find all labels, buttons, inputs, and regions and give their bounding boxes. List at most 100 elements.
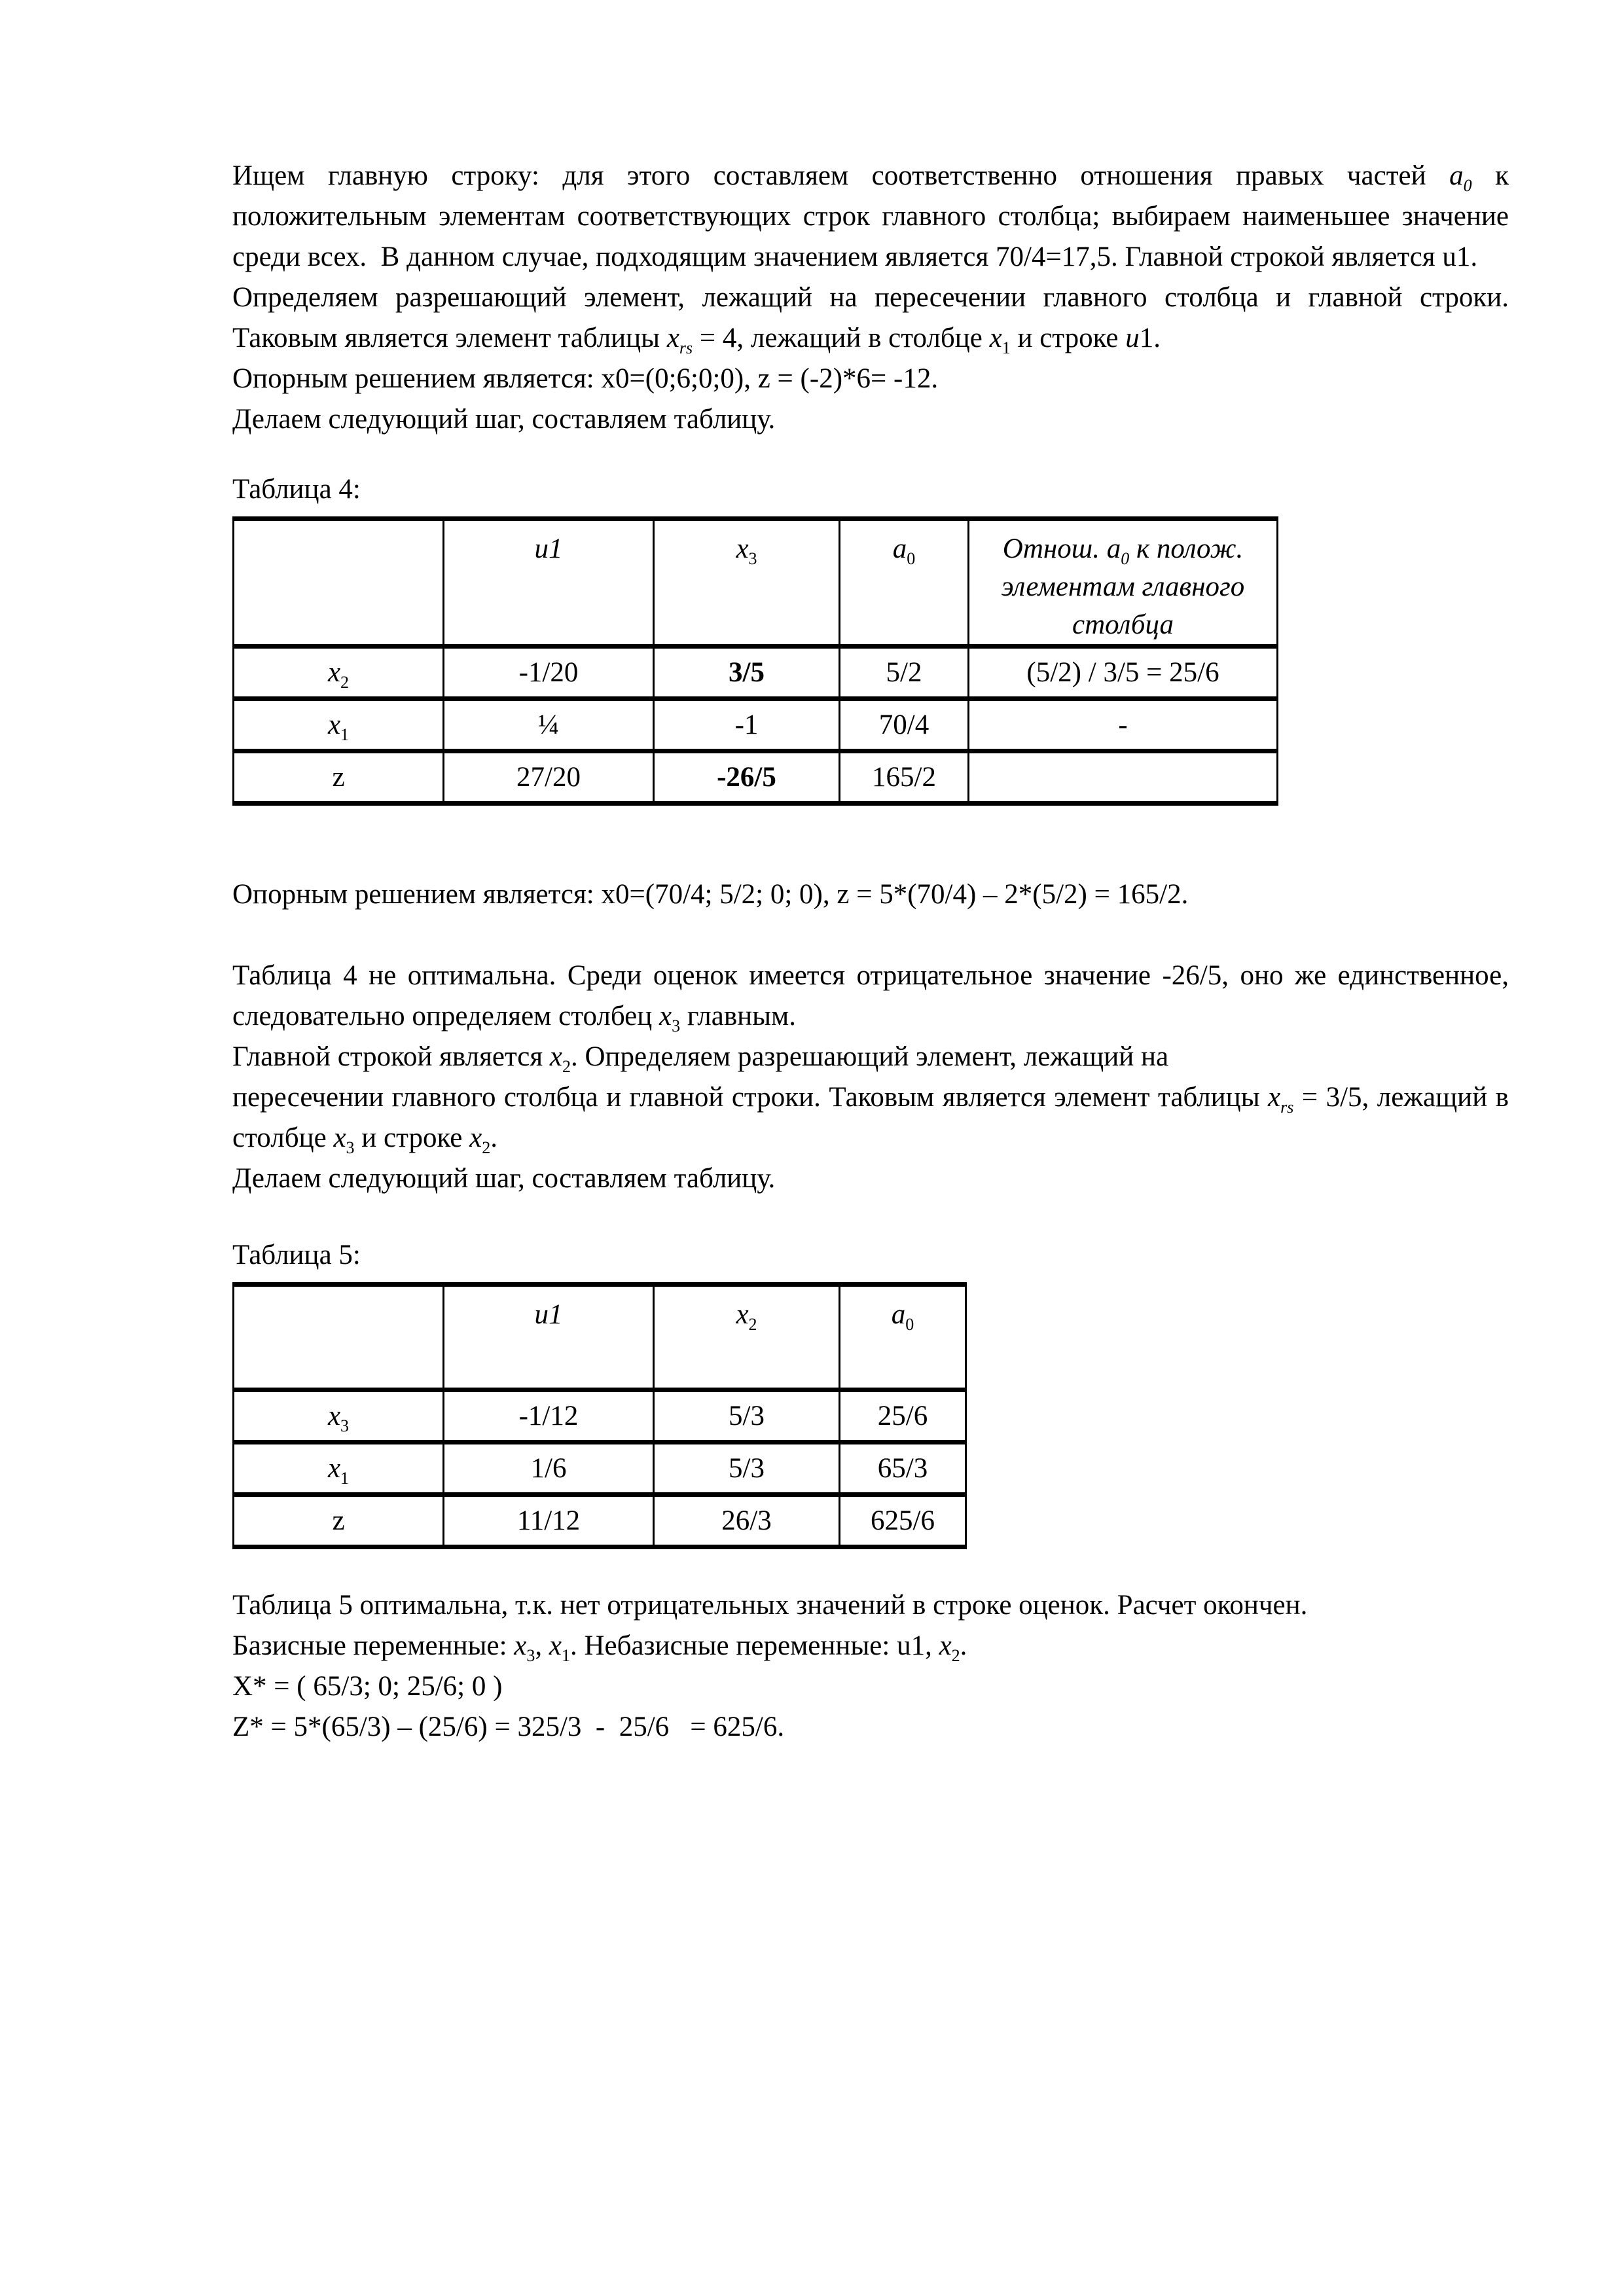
text-run: Таблица 4: [232,474,361,505]
table5-row-x3: x3 -1/12 5/3 25/6 [232,1388,967,1444]
table4-rowlabel-x1: x1 [232,696,444,753]
table4-cell-x2-x3: 3/5 [653,644,840,701]
paragraph-table5-optimal: Таблица 5 оптимальна, т.к. нет отрицател… [232,1585,1509,1626]
text-run: Таблица 5: [232,1240,361,1270]
math-a0: a0 [892,533,916,568]
math-x1: x1 [549,1630,570,1665]
table5-cell-z-a0: 625/6 [839,1492,967,1549]
table5-row-z: z 11/12 26/3 625/6 [232,1492,967,1549]
paragraph-find-main-row: Ищем главную строку: для этого составляе… [232,156,1509,278]
table4-row-x2: x2 -1/20 3/5 5/2 (5/2) / 3/5 = 25/6 [232,644,1278,701]
table5-cell-x3-u1: -1/12 [442,1388,655,1444]
math-x1: x1 [327,709,350,744]
table4-rowlabel-x2: x2 [232,644,444,701]
paragraph-next-step-2: Делаем следующий шаг, составляем таблицу… [232,1158,1509,1199]
table5-cell-x3-a0: 25/6 [839,1388,967,1444]
table4-cell-z-a0: 165/2 [839,749,969,806]
table5-header-empty [232,1282,444,1392]
table4-header-empty [232,516,444,649]
math-x2: x2 [549,1041,571,1076]
table4-cell-x2-a0: 5/2 [839,644,969,701]
table5-cell-x1-u1: 1/6 [442,1440,655,1497]
paragraph-resolving-element: Определяем разрешающий элемент, лежащий … [232,278,1509,359]
table4-cell-z-x3: -26/5 [653,749,840,806]
table4-header-u1: u1 [442,516,655,649]
math-x3: x3 [333,1122,355,1157]
math-x3: x3 [327,1401,350,1435]
text-run: = 3/5, лежащий в столбце [232,1082,1509,1153]
text-run: . [960,1630,967,1661]
table4-row-x1: x1 ¼ -1 70/4 - [232,696,1278,753]
table5-rowlabel-x1: x1 [232,1440,444,1497]
table4-header-row: u1 x3 a0 Отнош. a0 к полож. элементам гла… [232,516,1278,649]
text-run: . [490,1122,497,1153]
table-5: u1 x2 a0 x3 -1/12 5/3 25/6 x1 1/6 5/3 65… [232,1282,967,1549]
text-run: Опорным решением является: x0=(70/4; 5/2… [232,879,1189,910]
text-run: = 4, лежащий в столбце [693,323,990,353]
math-x2: x2 [327,657,350,692]
text-run: Таблица 4 не оптимальна. Среди оценок им… [232,960,1509,1031]
table5-label: Таблица 5: [232,1235,1509,1276]
text-run: Делаем следующий шаг, составляем таблицу… [232,1163,776,1194]
paragraph-next-step-1: Делаем следующий шаг, составляем таблицу… [232,399,1509,440]
table5-rowlabel-z: z [232,1492,444,1549]
text-run: Определяем разрешающий элемент, лежащий … [232,282,1509,353]
math-a0: a0 [891,1299,914,1334]
text-run: . Небазисные переменные: u1, [569,1630,939,1661]
text-run: Ищем главную строку: для этого составляе… [232,160,1450,191]
table5-rowlabel-x3: x3 [232,1388,444,1444]
table4-cell-x1-x3: -1 [653,696,840,753]
table5-header-a0: a0 [839,1282,967,1392]
math-x2: x2 [469,1122,491,1157]
math-a0: a0 [1106,533,1130,568]
paragraph-main-row-x2: Главной строкой является x2. Определяем … [232,1037,1509,1158]
text-run: пересечении главного столбца и главной с… [232,1082,1269,1113]
paragraph-x-star: X* = ( 65/3; 0; 25/6; 0 ) [232,1666,1509,1707]
table5-header-x2: x2 [653,1282,840,1392]
table5-cell-z-u1: 11/12 [442,1492,655,1549]
math-xrs: xrs [1268,1082,1294,1117]
text-run: Главной строкой является [232,1041,550,1072]
math-a0: a0 [1449,160,1472,195]
table4-header-a0: a0 [839,516,969,649]
table4-cell-z-u1: 27/20 [442,749,655,806]
table4-cell-z-ratio [967,749,1278,806]
table5-cell-z-x2: 26/3 [653,1492,840,1549]
table5-cell-x1-x2: 5/3 [653,1440,840,1497]
text-run: . Определяем разрешающий элемент, лежащи… [570,1041,1169,1072]
table4-cell-x1-a0: 70/4 [839,696,969,753]
table4-header-ratio: Отнош. a0 к полож. элементам главного стол… [967,516,1278,649]
table4-header-x3: x3 [653,516,840,649]
text-run: и строке [1010,323,1126,353]
text-run: и строке [354,1122,470,1153]
text-run: к положительным элементам соответствующи… [232,160,1509,272]
paragraph-basic-solution-1: Опорным решением является: x0=(0;6;0;0),… [232,359,1509,399]
table4-rowlabel-z: z [232,749,444,806]
paragraph-table4-not-optimal: Таблица 4 не оптимальна. Среди оценок им… [232,956,1509,1037]
content-area: Ищем главную строку: для этого составляе… [232,156,1509,1748]
math-x1: x1 [989,323,1011,357]
paragraph-basis-variables: Базисные переменные: x3, x1. Небазисные … [232,1626,1509,1666]
table5-cell-x3-x2: 5/3 [653,1388,840,1444]
text-run: Таблица 5 оптимальна, т.к. нет отрицател… [232,1590,1308,1621]
table4-label: Таблица 4: [232,469,1509,510]
table5-header-row: u1 x2 a0 [232,1282,967,1392]
paragraph-basic-solution-2: Опорным решением является: x0=(70/4; 5/2… [232,874,1509,915]
table4-cell-x1-ratio: - [967,696,1278,753]
math-x2: x2 [736,1299,757,1334]
math-x1: x1 [327,1453,350,1488]
math-x2: x2 [939,1630,960,1665]
math-u1: u1. [1125,323,1161,353]
text-run: Z* = 5*(65/3) – (25/6) = 325/3 - 25/6 = … [232,1712,785,1742]
table4-cell-x2-u1: -1/20 [442,644,655,701]
math-xrs: xrs [666,323,693,357]
table-4: u1 x3 a0 Отнош. a0 к полож. элементам гла… [232,516,1278,806]
math-x3: x3 [736,533,757,568]
text-run: Опорным решением является: x0=(0;6;0;0),… [232,363,939,394]
math-x3: x3 [659,1001,681,1035]
table4-cell-x2-ratio: (5/2) / 3/5 = 25/6 [967,644,1278,701]
math-x3: x3 [514,1630,535,1665]
text-run: , [535,1630,549,1661]
table4-cell-x1-u1: ¼ [442,696,655,753]
